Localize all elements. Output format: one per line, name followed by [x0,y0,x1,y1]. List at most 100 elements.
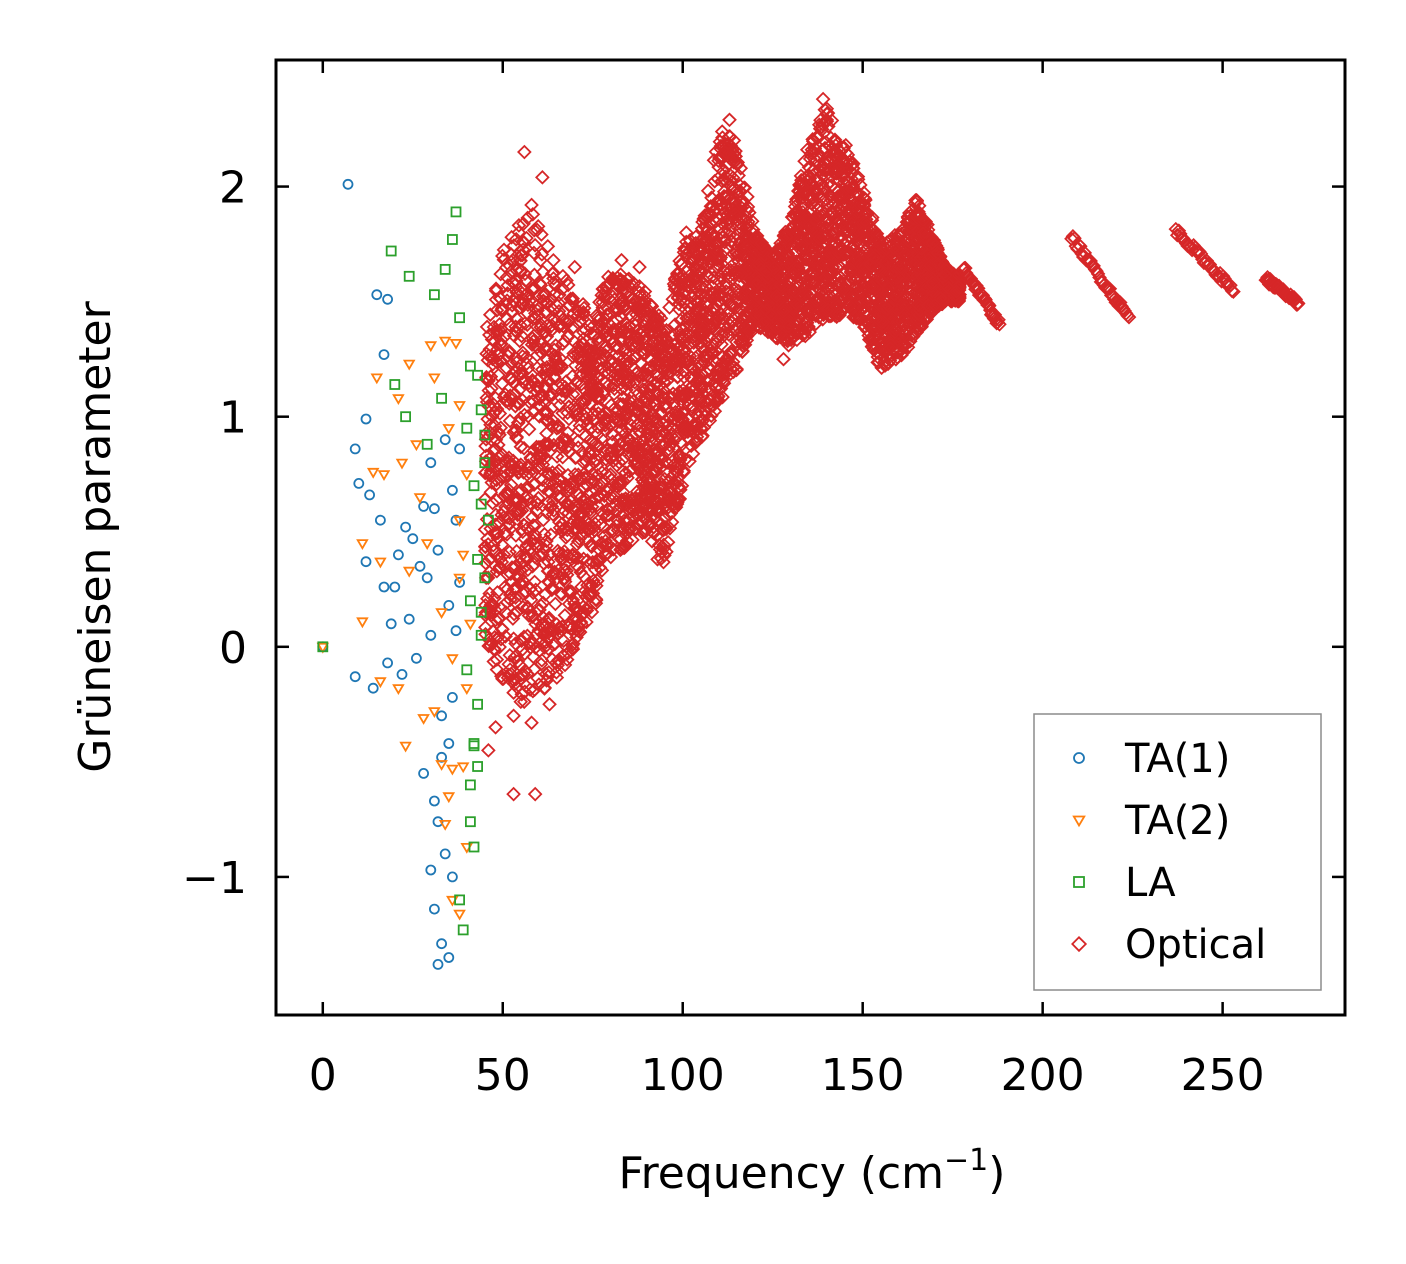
data-point-optical [900,318,916,333]
data-point-optical [589,578,604,594]
data-point-optical [683,274,699,289]
data-point-ta-1 [450,514,462,526]
data-point-ta-1 [371,289,383,301]
data-point-optical [861,332,877,347]
data-point-optical [535,609,551,625]
data-point-optical [509,285,525,300]
data-point-optical [573,471,589,487]
data-point-optical [617,276,633,292]
data-point-optical [1098,280,1113,295]
data-point-optical [802,170,817,186]
data-point-optical [665,421,681,436]
data-point-optical [481,743,496,758]
data-point-optical [511,485,527,501]
data-point-ta-2 [446,764,459,776]
data-point-ta-1 [446,871,458,883]
data-point-optical [521,465,537,480]
data-point-optical [887,263,902,279]
data-point-optical [808,308,824,324]
data-point-optical [479,390,495,406]
series-optical [477,91,1306,802]
data-point-optical [535,170,550,185]
data-point-ta-2 [370,373,384,385]
data-point-optical [708,244,724,260]
data-point-optical [807,275,823,291]
data-point-optical [631,331,647,347]
series-la [317,206,494,936]
data-point-optical [658,324,673,340]
data-point-optical [671,447,686,463]
data-point-optical [673,435,689,450]
data-point-ta-1 [428,795,440,807]
data-point-optical [550,625,566,641]
data-point-optical [856,214,872,230]
data-point-optical [568,449,584,465]
data-point-optical [949,284,964,299]
data-point-optical [525,585,541,601]
data-point-optical [603,418,618,434]
data-point-optical [514,667,529,683]
data-point-optical [740,199,756,215]
data-point-ta-2 [460,684,474,695]
data-point-optical [517,646,533,662]
data-point-optical [856,223,872,239]
data-point-la [472,554,484,565]
data-point-optical [639,410,655,426]
data-point-optical [509,263,524,278]
data-point-optical [488,720,503,735]
data-point-optical [792,178,808,194]
data-point-optical [820,153,836,168]
data-point-optical [537,287,553,303]
data-point-optical [707,231,722,246]
data-point-optical [871,355,887,370]
data-point-optical [725,179,740,195]
data-point-optical [654,423,670,439]
data-point-optical [505,374,521,390]
data-point-optical [534,247,550,262]
data-point-optical [720,189,735,204]
data-point-ta-1 [382,657,394,669]
data-point-optical [711,286,727,302]
data-point-optical [599,443,615,459]
data-point-optical [565,386,581,402]
data-point-optical [621,400,637,416]
data-point-la [317,641,329,653]
data-point-optical [580,417,596,433]
data-point-la [450,206,462,218]
data-point-optical [508,595,523,610]
data-point-optical [513,296,529,312]
data-point-optical [732,276,747,292]
data-point-ta-2 [392,394,405,405]
data-point-optical [534,362,550,377]
data-point-optical [694,398,710,414]
data-point-optical [559,567,575,583]
data-point-optical [627,521,643,536]
data-point-optical [515,495,531,510]
data-point-optical [619,326,635,342]
data-point-la [454,894,466,906]
data-point-optical [822,288,838,304]
data-point-optical [696,394,712,409]
data-point-ta-2 [449,338,463,350]
data-point-optical [627,401,643,416]
data-point-ta-2 [374,557,387,569]
data-point-optical [478,570,494,586]
data-point-optical [666,276,682,292]
data-point-optical [713,268,729,284]
data-point-optical [495,447,510,463]
data-point-optical [504,297,520,313]
data-point-optical [726,133,742,148]
data-point-optical [513,671,529,686]
data-point-optical [560,645,576,661]
data-point-optical [812,231,827,246]
data-point-optical [766,247,781,263]
data-point-optical [639,367,655,383]
data-point-ta-2 [453,909,466,921]
data-point-optical [487,418,503,434]
data-point-optical [495,671,510,687]
data-point-optical [572,516,587,532]
data-point-optical [674,478,690,494]
data-point-optical [889,242,905,257]
data-point-optical [527,549,543,565]
data-point-optical [827,160,843,175]
